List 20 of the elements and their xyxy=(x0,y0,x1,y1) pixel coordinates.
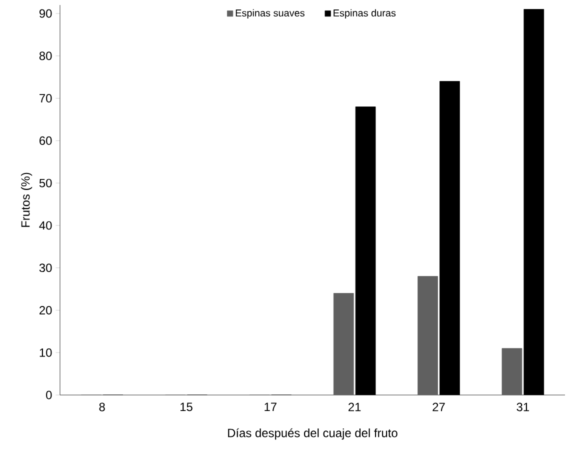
y-tick-label: 10 xyxy=(40,348,52,357)
y-tick-label: 20 xyxy=(40,306,52,314)
x-tick-label: 31 xyxy=(516,402,529,412)
y-tick-label: 70 xyxy=(40,94,52,102)
legend-label: Espinas duras xyxy=(334,9,396,18)
x-tick-label: 17 xyxy=(264,402,276,411)
x-tick-label: 15 xyxy=(180,402,192,412)
y-axis-title: Frutos (%) xyxy=(20,172,32,227)
y-tick-label: 60 xyxy=(40,136,52,145)
y-tick-label: 50 xyxy=(39,178,52,188)
x-axis-title: Días después del cuaje del fruto xyxy=(228,428,398,440)
legend-label: Espinas suaves xyxy=(236,9,304,18)
y-tick-label: 80 xyxy=(39,52,52,60)
x-tick-label: 27 xyxy=(432,402,445,412)
y-tick-label: 30 xyxy=(39,264,52,272)
x-tick-label: 21 xyxy=(348,402,361,412)
x-tick-label: 8 xyxy=(99,402,105,412)
y-tick-label: 40 xyxy=(39,221,52,230)
y-tick-label: 90 xyxy=(39,9,52,18)
y-tick-label: 0 xyxy=(46,390,52,400)
